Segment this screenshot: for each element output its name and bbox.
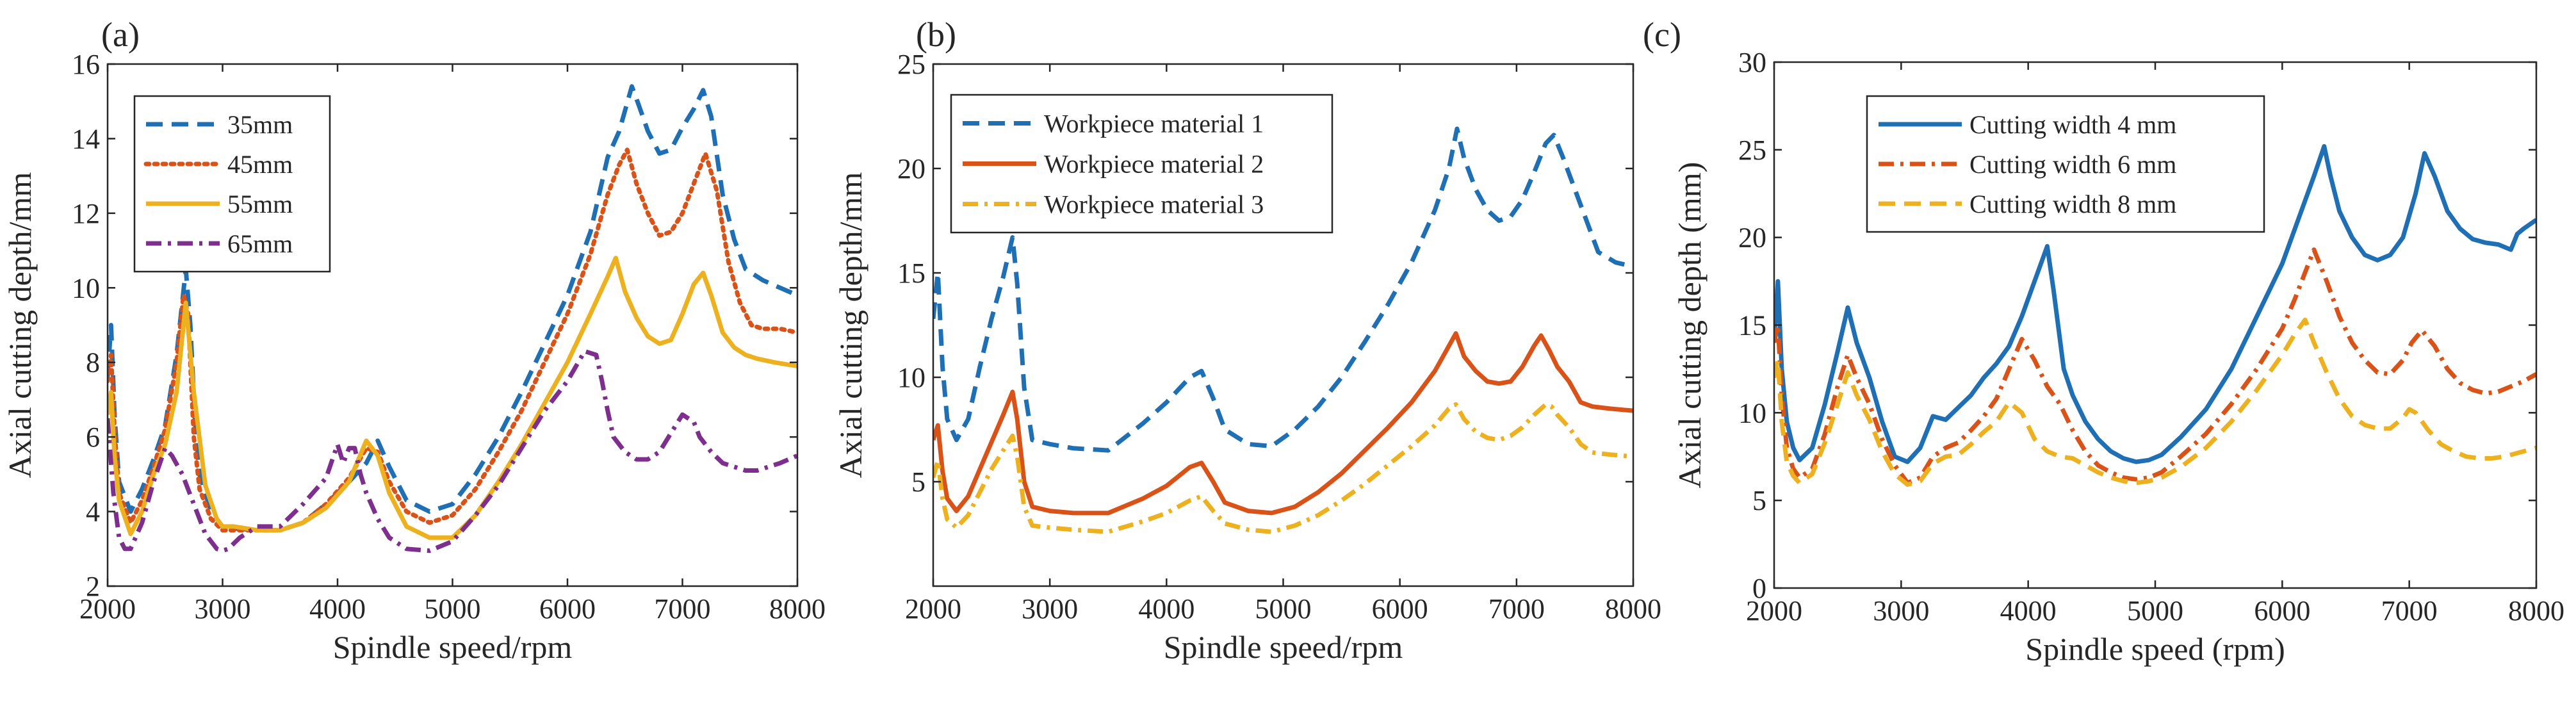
x-tick-label: 4000 <box>2000 595 2057 626</box>
legend: Workpiece material 1 Workpiece material 2… <box>950 94 1333 234</box>
y-tick-label: 6 <box>86 422 100 453</box>
x-tick-label: 3000 <box>1022 593 1078 625</box>
y-tick-label: 30 <box>1738 47 1766 78</box>
y-axis-label: Axial cutting depth/mm <box>2 172 38 479</box>
x-tick-label: 2000 <box>905 593 961 625</box>
y-tick-label: 0 <box>1752 573 1766 604</box>
x-tick-label: 5000 <box>425 593 481 625</box>
x-tick-label: 7000 <box>655 593 711 625</box>
panel-label: (c) <box>1643 15 1681 54</box>
y-tick-label: 20 <box>1738 222 1766 254</box>
y-tick-label: 25 <box>897 49 925 80</box>
x-tick-label: 6000 <box>1372 593 1428 625</box>
x-tick-label: 2000 <box>1746 595 1802 626</box>
series-line-2-0 <box>1774 143 2536 464</box>
x-tick-label: 4000 <box>1138 593 1194 625</box>
series-line-1-2 <box>933 402 1633 534</box>
series-line-2-1 <box>1774 247 2536 486</box>
legend-label: 55mm <box>227 190 293 218</box>
y-tick-label: 25 <box>1738 135 1766 166</box>
legend-label: 45mm <box>227 150 293 179</box>
x-tick-label: 3000 <box>1873 595 1929 626</box>
legend-label: Cutting width 6 mm <box>1969 150 2176 179</box>
y-tick-label: 15 <box>1738 310 1766 341</box>
y-tick-label: 5 <box>1752 485 1766 516</box>
y-tick-label: 10 <box>72 272 100 304</box>
y-tick-label: 10 <box>897 362 925 393</box>
y-tick-label: 8 <box>86 347 100 379</box>
series-line-0-1 <box>108 147 797 533</box>
legend-label: Workpiece material 2 <box>1044 150 1264 179</box>
chart-panel-2: 2000 3000 4000 5000 6000 7000 8000 0 5 10 15 20 25 30… <box>1643 15 2564 667</box>
legend-label: 65mm <box>227 229 293 258</box>
legend-label: Workpiece material 3 <box>1044 190 1264 219</box>
y-tick-label: 20 <box>897 153 925 184</box>
x-tick-label: 3000 <box>195 593 251 625</box>
series-line-2-2 <box>1774 317 2536 487</box>
x-tick-label: 7000 <box>2381 595 2438 626</box>
chart-panel-0: 2000 3000 4000 5000 6000 7000 8000 2 4 6 8 10 12 14 16… <box>2 15 826 665</box>
panel-label: (b) <box>916 15 956 54</box>
panel-label: (a) <box>101 15 140 54</box>
y-tick-label: 10 <box>1738 397 1766 429</box>
legend: Cutting width 4 mm Cutting width 6 mm Cutt… <box>1866 95 2265 233</box>
legend-label: 35mm <box>227 110 293 139</box>
chart-panel-1: 2000 3000 4000 5000 6000 7000 8000 5 10 15 20 25 Spi… <box>833 15 1661 665</box>
x-tick-label: 5000 <box>2127 595 2183 626</box>
y-axis-label: Axial cutting depth (mm) <box>1672 162 1708 489</box>
y-tick-label: 16 <box>72 49 100 80</box>
y-tick-label: 5 <box>911 466 925 498</box>
y-tick-label: 12 <box>72 198 100 229</box>
x-axis-label: Spindle speed/rpm <box>1164 629 1403 665</box>
legend-box <box>133 95 331 273</box>
x-tick-label: 8000 <box>769 593 826 625</box>
legend-label: Workpiece material 1 <box>1044 110 1264 138</box>
legend-label: Cutting width 8 mm <box>1969 190 2176 218</box>
y-tick-label: 4 <box>86 496 100 528</box>
series-line-0-3 <box>108 348 797 553</box>
y-tick-label: 14 <box>72 123 100 154</box>
y-axis-label: Axial cutting depth/mm <box>833 172 868 479</box>
series-line-0-2 <box>108 256 797 540</box>
x-tick-label: 6000 <box>2254 595 2310 626</box>
x-tick-label: 4000 <box>309 593 366 625</box>
x-tick-label: 6000 <box>539 593 596 625</box>
legend: 35mm 45mm 55mm 65mm <box>133 95 331 273</box>
x-tick-label: 8000 <box>1605 593 1661 625</box>
x-tick-label: 5000 <box>1255 593 1312 625</box>
x-axis-label: Spindle speed (rpm) <box>2025 631 2285 667</box>
series-line-1-0 <box>933 126 1633 453</box>
y-tick-label: 2 <box>86 571 100 602</box>
x-tick-label: 8000 <box>2508 595 2564 626</box>
x-tick-label: 7000 <box>1488 593 1545 625</box>
x-tick-label: 2000 <box>79 593 136 625</box>
x-axis-label: Spindle speed/rpm <box>333 629 573 665</box>
y-tick-label: 15 <box>897 258 925 289</box>
series-line-1-1 <box>933 331 1633 516</box>
legend-label: Cutting width 4 mm <box>1969 110 2176 139</box>
